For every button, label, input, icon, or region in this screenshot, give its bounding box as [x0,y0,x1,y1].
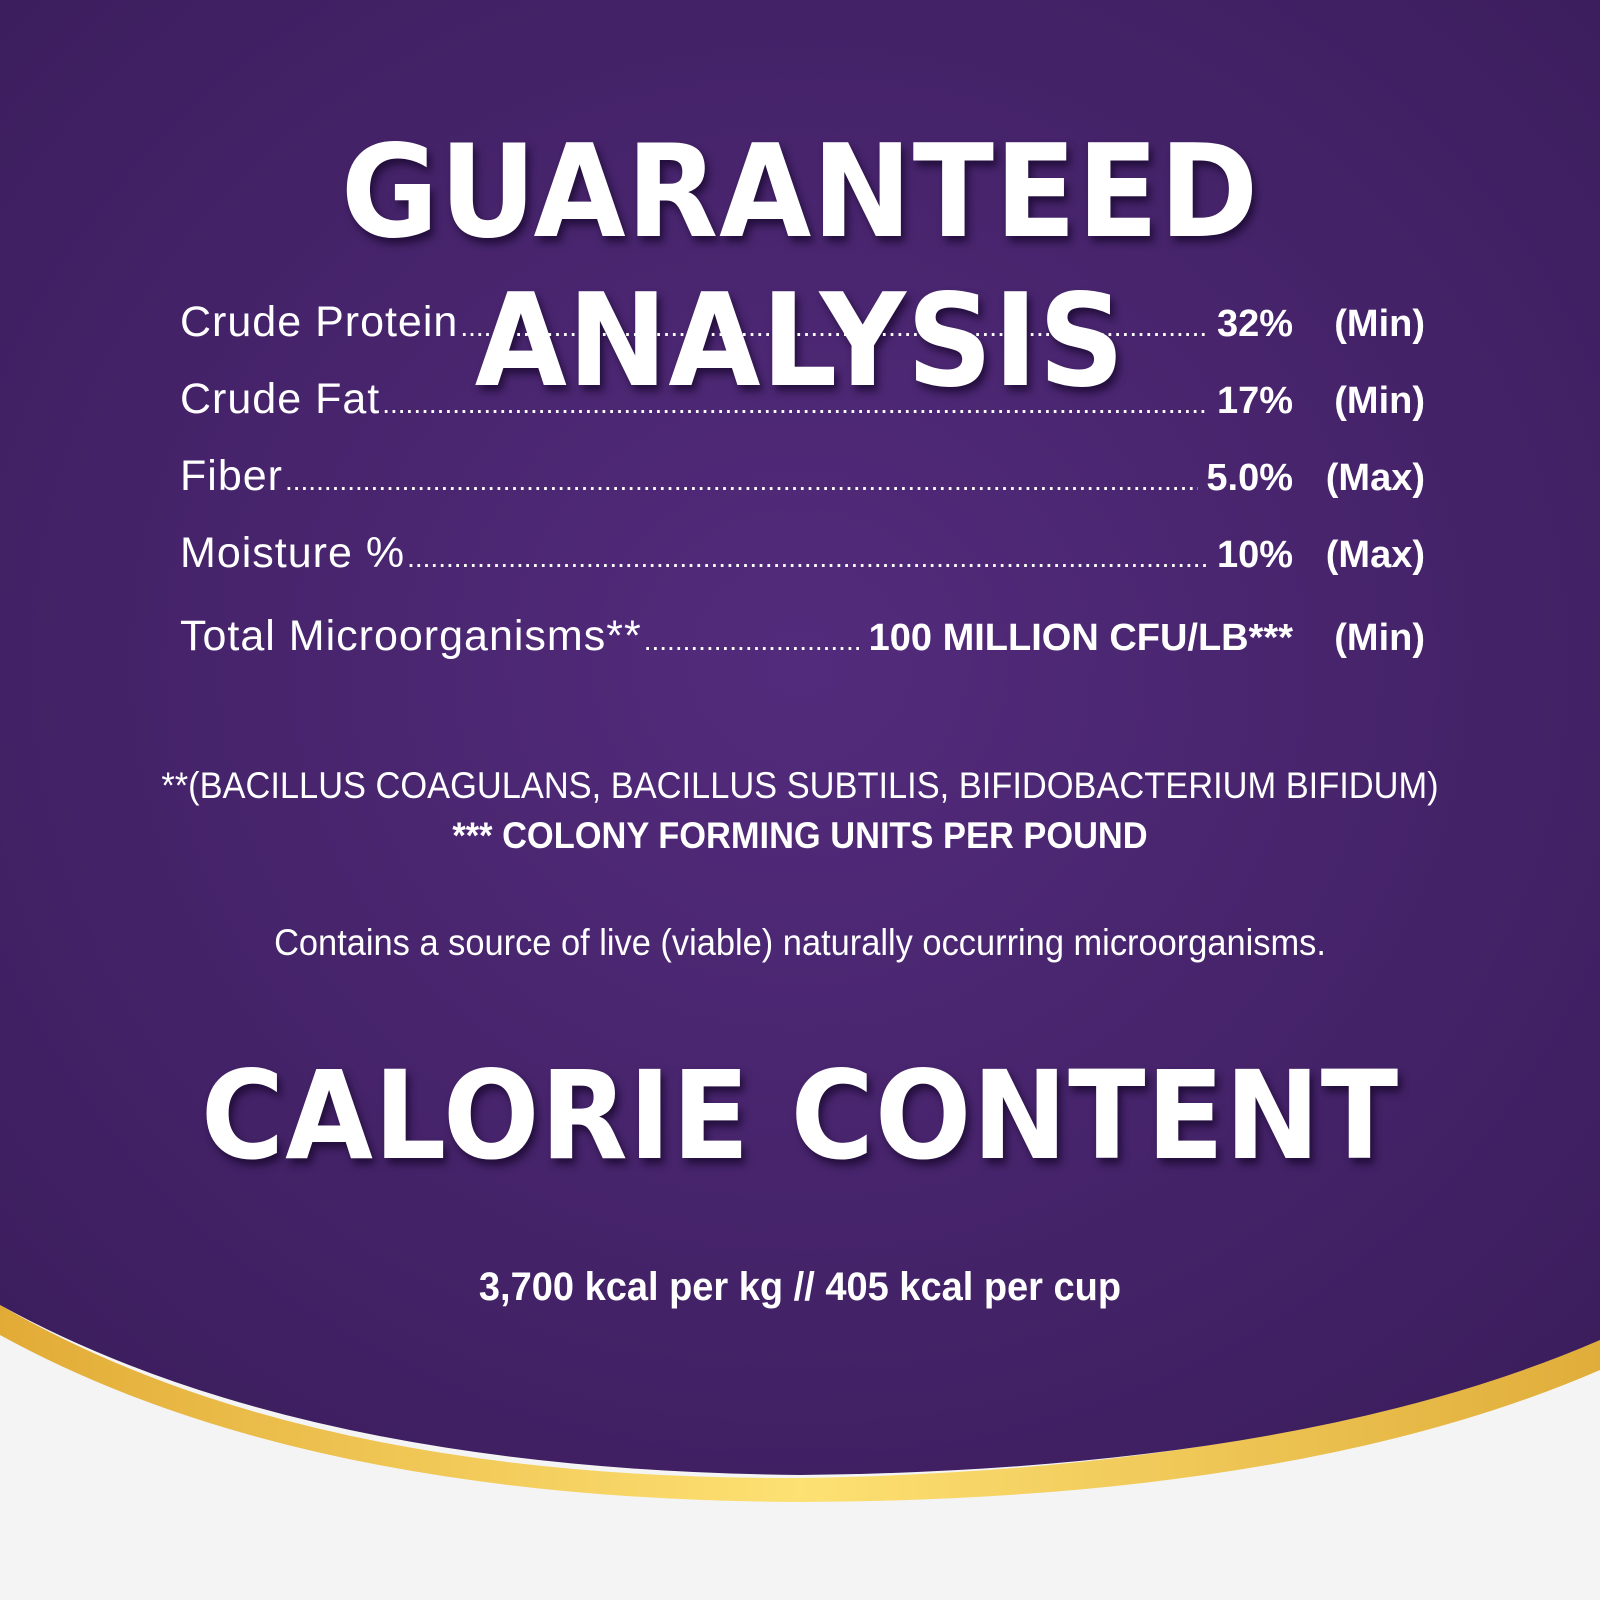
row-label: Moisture % [180,529,406,577]
row-value: 100 MILLION CFU/LB*** [868,617,1293,659]
analysis-table: Crude Protein32%(Min) Crude Fat17%(Min) … [180,298,1425,689]
live-microorganisms-note: Contains a source of live (viable) natur… [274,922,1326,963]
analysis-row: Crude Protein 32% (Min) [180,298,1425,375]
row-value: 10% [1216,534,1293,576]
dot-leader [460,311,1209,343]
row-qualifier: (Min) [1334,380,1425,422]
row-value: 17% [1216,380,1293,422]
calorie-content-title: CALORIE CONTENT [200,1045,1400,1187]
row-qualifier: (Max) [1325,457,1425,499]
dot-leader [644,625,861,657]
analysis-row: Moisture % 10% (Max) [180,529,1425,606]
calorie-value: 3,700 kcal per kg // 405 kcal per cup [478,1265,1122,1309]
row-label: Total Microorganisms** [180,612,642,660]
row-label: Crude Fat [180,375,381,423]
dot-leader [407,542,1209,574]
gold-wave [0,1305,1600,1502]
row-label: Crude Protein [180,298,459,346]
row-value: 5.0% [1206,457,1293,499]
dot-leader [285,465,1198,497]
footnote-microorganisms: **(BACILLUS COAGULANS, BACILLUS SUBTILIS… [161,765,1439,806]
row-label: Fiber [180,452,283,500]
analysis-row: Fiber 5.0% (Max) [180,452,1425,529]
analysis-row: Total Microorganisms** 100 MILLION CFU/LB… [180,612,1425,689]
footnote-cfu: *** COLONY FORMING UNITS PER POUND [452,815,1148,856]
purple-panel [0,0,1600,1475]
row-qualifier: (Max) [1325,534,1425,576]
dot-leader [382,388,1209,420]
row-qualifier: (Min) [1334,303,1425,345]
row-value: 32% [1216,303,1293,345]
analysis-row: Crude Fat 17% (Min) [180,375,1425,452]
row-qualifier: (Min) [1334,617,1425,659]
